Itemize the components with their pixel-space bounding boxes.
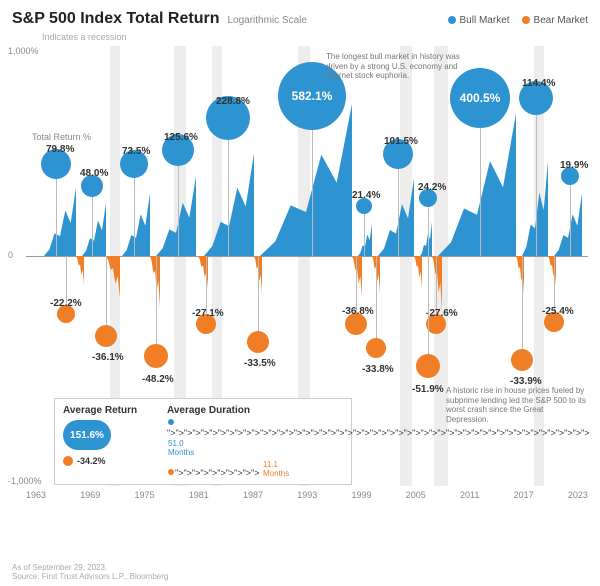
bull-label: 19.9% — [560, 160, 588, 171]
bear-bubble — [416, 354, 440, 378]
callout-stem — [156, 256, 157, 356]
chart-footer: As of September 29, 2023. Source: First … — [12, 563, 168, 582]
chart-subtitle: Logarithmic Scale — [227, 15, 306, 26]
avg-bull-return: 151.6% — [63, 420, 111, 450]
bull-label: 21.4% — [352, 190, 380, 201]
callout-stem — [428, 256, 429, 366]
bear-bubble — [511, 349, 533, 371]
average-box: Average Return 151.6% -34.2% Average Dur… — [54, 398, 352, 485]
y-zero-label: 0 — [8, 250, 13, 260]
x-tick: 1999 — [352, 490, 372, 500]
callout-stem — [258, 256, 259, 342]
bear-label: -33.5% — [244, 358, 276, 369]
bear-label: -27.6% — [426, 308, 458, 319]
x-tick: 2011 — [460, 490, 479, 500]
plot-area: 1,000% 0 -1,000% 19631969197519811987199… — [12, 46, 588, 486]
callout-stem — [570, 176, 571, 256]
callout-stem — [106, 256, 107, 336]
bull-label: 73.5% — [122, 146, 150, 157]
legend: Bull Market Bear Market — [448, 15, 588, 26]
bear-bubble — [95, 325, 117, 347]
callout-stem — [536, 98, 537, 256]
bear-bubble — [144, 344, 168, 368]
x-tick: 1981 — [189, 490, 209, 500]
bear-label: -48.2% — [142, 374, 174, 385]
avg-bear-dots: ">">">">">">">">">"> 11.1 Months — [167, 459, 270, 478]
callout-stem — [376, 256, 377, 348]
x-tick: 1987 — [243, 490, 263, 500]
x-tick: 1993 — [297, 490, 317, 500]
x-tick: 1975 — [135, 490, 155, 500]
bull-label: 48.0% — [80, 168, 108, 179]
bull-label: 101.5% — [384, 136, 418, 147]
bull-label: 228.8% — [216, 96, 250, 107]
x-tick: 2023 — [568, 490, 588, 500]
bull-label: 125.6% — [164, 132, 198, 143]
bear-label: -51.9% — [412, 384, 444, 395]
x-axis: 1963 1969 1975 1981 1987 1993 1999 2005 2011 2017… — [26, 490, 588, 500]
x-tick: 1963 — [26, 490, 46, 500]
bull-label: 114.4% — [522, 78, 555, 89]
x-tick: 1969 — [80, 490, 100, 500]
sp500-return-chart: S&P 500 Index Total Return Logarithmic S… — [0, 0, 600, 586]
bear-label: -27.1% — [192, 308, 224, 319]
avg-duration-title: Average Duration — [167, 405, 250, 416]
legend-bull: Bull Market — [448, 15, 510, 26]
avg-bear-return: -34.2% — [77, 456, 106, 466]
bear-bubble — [247, 331, 269, 353]
bull-label: 79.8% — [46, 144, 74, 155]
x-tick: 2005 — [406, 490, 426, 500]
recession-note: Indicates a recession — [42, 32, 588, 42]
x-tick: 2017 — [514, 490, 534, 500]
callout-stem — [522, 256, 523, 360]
legend-bear: Bear Market — [522, 15, 588, 26]
avg-return-title: Average Return — [63, 405, 137, 416]
chart-title: S&P 500 Index Total Return — [12, 10, 219, 28]
bear-label: -33.8% — [362, 364, 394, 375]
callout-stem — [398, 154, 399, 256]
bear-bubble — [366, 338, 386, 358]
annotation: The longest bull market in history was d… — [326, 52, 466, 81]
header-row: S&P 500 Index Total Return Logarithmic S… — [12, 10, 588, 28]
bear-label: -22.2% — [50, 298, 82, 309]
bear-label: -36.8% — [342, 306, 374, 317]
annotation: A historic rise in house prices fueled b… — [446, 386, 586, 424]
footer-source: Source: First Trust Advisors L.P., Bloom… — [12, 572, 168, 582]
bull-label: 24.2% — [418, 182, 446, 193]
bear-label: -36.1% — [92, 352, 124, 363]
footer-asof: As of September 29, 2023. — [12, 563, 168, 573]
bear-label: -25.4% — [542, 306, 574, 317]
avg-bull-dots: ">">">">">">">">">">">">">">">">">">">">… — [167, 418, 337, 457]
